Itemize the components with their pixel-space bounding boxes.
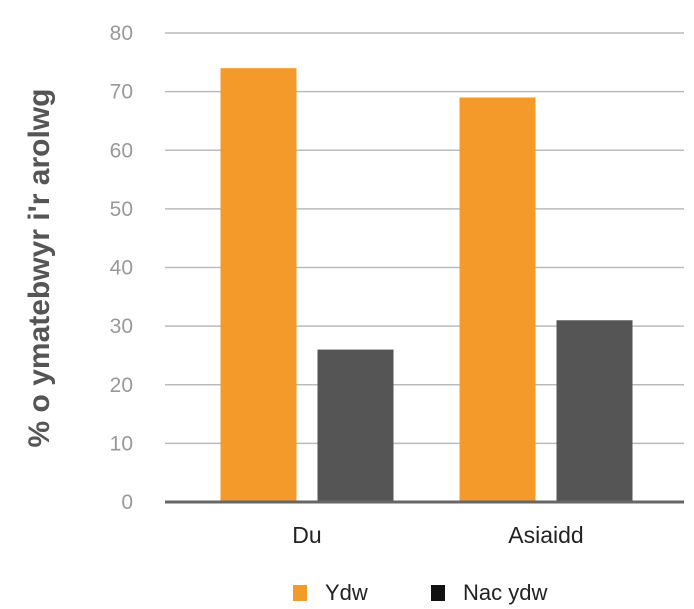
bar-nac-ydw-du <box>317 349 394 502</box>
bar-ydw-asiaidd <box>459 97 536 503</box>
y-tick-label: 70 <box>110 81 133 104</box>
y-tick-label: 50 <box>110 198 133 221</box>
y-tick-label: 20 <box>110 374 133 397</box>
y-tick-label: 80 <box>110 22 133 45</box>
bar-ydw-du <box>220 68 297 503</box>
x-axis-category-labels: Du Asiaidd <box>292 522 583 548</box>
y-tick-label: 40 <box>110 257 133 280</box>
y-axis-tick-labels: 0 10 20 30 40 50 60 70 80 <box>110 22 133 514</box>
x-category-label: Asiaidd <box>508 522 583 548</box>
bars <box>220 68 633 503</box>
y-axis-title: % o ymatebwyr i'r arolwg <box>23 89 56 448</box>
legend-label: Ydw <box>325 580 368 605</box>
y-tick-label: 0 <box>121 491 133 514</box>
y-tick-label: 60 <box>110 139 133 162</box>
x-category-label: Du <box>292 522 321 548</box>
y-tick-label: 30 <box>110 315 133 338</box>
y-tick-label: 10 <box>110 432 133 455</box>
legend-swatch <box>293 585 307 601</box>
legend-swatch <box>431 585 445 601</box>
bar-nac-ydw-asiaidd <box>556 320 633 502</box>
legend: Ydw Nac ydw <box>293 580 547 605</box>
legend-label: Nac ydw <box>463 580 547 605</box>
